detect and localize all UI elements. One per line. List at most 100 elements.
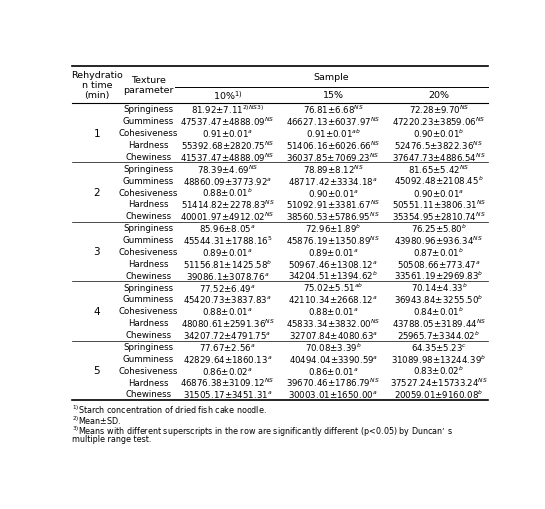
Text: 51414.82±2278.83$^{NS}$: 51414.82±2278.83$^{NS}$ — [180, 199, 275, 211]
Text: 52476.5±3822.36$^{NS}$: 52476.5±3822.36$^{NS}$ — [395, 139, 483, 152]
Text: 76.25±5.80$^{b}$: 76.25±5.80$^{b}$ — [411, 222, 467, 235]
Text: 48080.61±2591.36$^{NS}$: 48080.61±2591.36$^{NS}$ — [180, 317, 275, 329]
Text: Cohesiveness: Cohesiveness — [118, 129, 178, 138]
Text: 31505.17±3451.31$^{a}$: 31505.17±3451.31$^{a}$ — [183, 389, 272, 400]
Text: 46876.38±3109.12$^{NS}$: 46876.38±3109.12$^{NS}$ — [180, 376, 275, 388]
Text: 2: 2 — [94, 188, 100, 197]
Text: 78.89±8.12$^{NS}$: 78.89±8.12$^{NS}$ — [302, 163, 364, 175]
Text: Gumminess: Gumminess — [123, 295, 174, 304]
Text: Gumminess: Gumminess — [123, 176, 174, 185]
Text: 4: 4 — [94, 306, 100, 316]
Text: 34204.51±1394.62$^{b}$: 34204.51±1394.62$^{b}$ — [288, 269, 378, 282]
Text: 55392.68±2820.75$^{NS}$: 55392.68±2820.75$^{NS}$ — [181, 139, 274, 152]
Text: Gumminess: Gumminess — [123, 354, 174, 363]
Text: Springiness: Springiness — [123, 105, 173, 114]
Text: Hardness: Hardness — [128, 259, 168, 268]
Text: 43788.05±3189.44$^{NS}$: 43788.05±3189.44$^{NS}$ — [392, 317, 486, 329]
Text: 31089.98±13244.39$^{b}$: 31089.98±13244.39$^{b}$ — [391, 352, 487, 365]
Text: $^{3)}$Means with different superscripts in the row are significantly different : $^{3)}$Means with different superscripts… — [72, 423, 453, 438]
Text: 36037.85±7069.23$^{NS}$: 36037.85±7069.23$^{NS}$ — [287, 151, 380, 163]
Text: 34207.72±4791.75$^{a}$: 34207.72±4791.75$^{a}$ — [184, 329, 271, 341]
Text: 41537.47±4888.09$^{NS}$: 41537.47±4888.09$^{NS}$ — [180, 151, 275, 163]
Text: 47220.23±3859.06$^{NS}$: 47220.23±3859.06$^{NS}$ — [392, 116, 486, 128]
Text: Cohesiveness: Cohesiveness — [118, 366, 178, 375]
Text: 0.89±0.01$^{a}$: 0.89±0.01$^{a}$ — [308, 246, 359, 258]
Text: $^{1)}$Starch concentration of dried fish cake noodle.: $^{1)}$Starch concentration of dried fis… — [72, 403, 267, 416]
Text: Hardness: Hardness — [128, 378, 168, 387]
Text: 48860.09±3773.92$^{a}$: 48860.09±3773.92$^{a}$ — [183, 175, 272, 186]
Text: 37527.24±15733.24$^{NS}$: 37527.24±15733.24$^{NS}$ — [390, 376, 488, 388]
Text: Chewiness: Chewiness — [125, 212, 171, 221]
Text: 43980.96±936.34$^{NS}$: 43980.96±936.34$^{NS}$ — [395, 234, 483, 246]
Text: 0.86±0.01$^{a}$: 0.86±0.01$^{a}$ — [308, 365, 359, 376]
Text: 0.91±0.01$^{ab}$: 0.91±0.01$^{ab}$ — [306, 127, 361, 139]
Text: Cohesiveness: Cohesiveness — [118, 307, 178, 316]
Text: Texture
parameter: Texture parameter — [123, 76, 173, 95]
Text: 70.08±3.39$^{b}$: 70.08±3.39$^{b}$ — [305, 341, 361, 353]
Text: Chewiness: Chewiness — [125, 330, 171, 340]
Text: 25965.7±3344.02$^{b}$: 25965.7±3344.02$^{b}$ — [397, 329, 480, 341]
Text: 37647.73±4886.54$^{NS}$: 37647.73±4886.54$^{NS}$ — [392, 151, 486, 163]
Text: Cohesiveness: Cohesiveness — [118, 188, 178, 197]
Text: 48717.42±3334.18$^{a}$: 48717.42±3334.18$^{a}$ — [288, 175, 378, 186]
Text: 78.39±4.69$^{NS}$: 78.39±4.69$^{NS}$ — [197, 163, 258, 175]
Text: Gumminess: Gumminess — [123, 117, 174, 126]
Text: Chewiness: Chewiness — [125, 271, 171, 280]
Text: 45420.73±3837.83$^{a}$: 45420.73±3837.83$^{a}$ — [183, 294, 272, 305]
Text: 5: 5 — [94, 365, 100, 376]
Text: multiple range test.: multiple range test. — [72, 434, 152, 443]
Text: 30003.01±1650.00$^{a}$: 30003.01±1650.00$^{a}$ — [288, 389, 378, 400]
Text: 35354.95±2810.74$^{NS}$: 35354.95±2810.74$^{NS}$ — [392, 210, 486, 222]
Text: 77.67±2.56$^{a}$: 77.67±2.56$^{a}$ — [199, 341, 256, 352]
Text: $^{2)}$Mean±SD.: $^{2)}$Mean±SD. — [72, 413, 122, 426]
Text: 0.83±0.02$^{b}$: 0.83±0.02$^{b}$ — [414, 364, 464, 377]
Text: 0.90±0.01$^{a}$: 0.90±0.01$^{a}$ — [413, 187, 464, 198]
Text: 81.92±7.11$^{2)NS3)}$: 81.92±7.11$^{2)NS3)}$ — [191, 103, 264, 116]
Text: Chewiness: Chewiness — [125, 390, 171, 399]
Text: 38560.53±5786.95$^{NS}$: 38560.53±5786.95$^{NS}$ — [286, 210, 380, 222]
Text: Hardness: Hardness — [128, 319, 168, 328]
Text: 45833.34±3832.00$^{NS}$: 45833.34±3832.00$^{NS}$ — [286, 317, 380, 329]
Text: 77.52±6.49$^{a}$: 77.52±6.49$^{a}$ — [199, 282, 256, 293]
Text: 15%: 15% — [323, 91, 344, 100]
Text: 75.02±5.51$^{ab}$: 75.02±5.51$^{ab}$ — [303, 281, 364, 294]
Text: Springiness: Springiness — [123, 283, 173, 292]
Text: 20%: 20% — [428, 91, 450, 100]
Text: 81.65±5.42$^{NS}$: 81.65±5.42$^{NS}$ — [408, 163, 470, 175]
Text: 40001.97±4912.02$^{NS}$: 40001.97±4912.02$^{NS}$ — [180, 210, 275, 222]
Text: 10%$^{1)}$: 10%$^{1)}$ — [213, 89, 242, 102]
Text: 0.88±0.01$^{b}$: 0.88±0.01$^{b}$ — [202, 186, 253, 199]
Text: 50551.11±3806.31$^{NS}$: 50551.11±3806.31$^{NS}$ — [392, 199, 486, 211]
Text: 39086.1±3078.76$^{a}$: 39086.1±3078.76$^{a}$ — [186, 270, 269, 281]
Text: Cohesiveness: Cohesiveness — [118, 247, 178, 257]
Text: 72.28±9.70$^{NS}$: 72.28±9.70$^{NS}$ — [409, 103, 469, 116]
Text: 3: 3 — [94, 247, 100, 257]
Text: 0.87±0.01$^{b}$: 0.87±0.01$^{b}$ — [414, 246, 464, 258]
Text: 0.90±0.01$^{a}$: 0.90±0.01$^{a}$ — [308, 187, 359, 198]
Text: 0.89±0.01$^{a}$: 0.89±0.01$^{a}$ — [202, 246, 253, 258]
Text: Hardness: Hardness — [128, 141, 168, 150]
Text: 40494.04±3390.59$^{a}$: 40494.04±3390.59$^{a}$ — [289, 353, 378, 364]
Text: 42110.34±2668.12$^{a}$: 42110.34±2668.12$^{a}$ — [288, 294, 378, 305]
Text: 0.88±0.01$^{a}$: 0.88±0.01$^{a}$ — [202, 306, 253, 317]
Text: 45544.31±1788.16$^{5}$: 45544.31±1788.16$^{5}$ — [183, 234, 272, 246]
Text: 50967.46±1308.12$^{a}$: 50967.46±1308.12$^{a}$ — [288, 258, 378, 269]
Text: 0.86±0.02$^{a}$: 0.86±0.02$^{a}$ — [202, 365, 253, 376]
Text: 33561.19±2969.83$^{b}$: 33561.19±2969.83$^{b}$ — [394, 269, 483, 282]
Text: 36943.84±3255.50$^{b}$: 36943.84±3255.50$^{b}$ — [394, 293, 483, 305]
Text: Springiness: Springiness — [123, 164, 173, 174]
Text: 64.35±5.23$^{c}$: 64.35±5.23$^{c}$ — [411, 341, 467, 352]
Text: 20059.01±9160.08$^{b}$: 20059.01±9160.08$^{b}$ — [394, 388, 483, 401]
Text: Rehydratio
n time
(min): Rehydratio n time (min) — [71, 71, 123, 100]
Text: 51156.81±1425.58$^{b}$: 51156.81±1425.58$^{b}$ — [183, 258, 272, 270]
Text: 42829.64±1860.13$^{a}$: 42829.64±1860.13$^{a}$ — [183, 353, 272, 364]
Text: 32707.84±4080.63$^{a}$: 32707.84±4080.63$^{a}$ — [289, 329, 378, 341]
Text: 0.90±0.01$^{b}$: 0.90±0.01$^{b}$ — [413, 127, 464, 139]
Text: 72.96±1.89$^{b}$: 72.96±1.89$^{b}$ — [305, 222, 361, 235]
Text: Springiness: Springiness — [123, 224, 173, 233]
Text: 0.91±0.01$^{a}$: 0.91±0.01$^{a}$ — [202, 128, 253, 139]
Text: 0.88±0.01$^{a}$: 0.88±0.01$^{a}$ — [308, 306, 359, 317]
Text: 50508.66±773.47$^{a}$: 50508.66±773.47$^{a}$ — [397, 258, 481, 269]
Text: 39670.46±1786.79$^{NS}$: 39670.46±1786.79$^{NS}$ — [286, 376, 380, 388]
Text: Sample: Sample — [314, 73, 349, 81]
